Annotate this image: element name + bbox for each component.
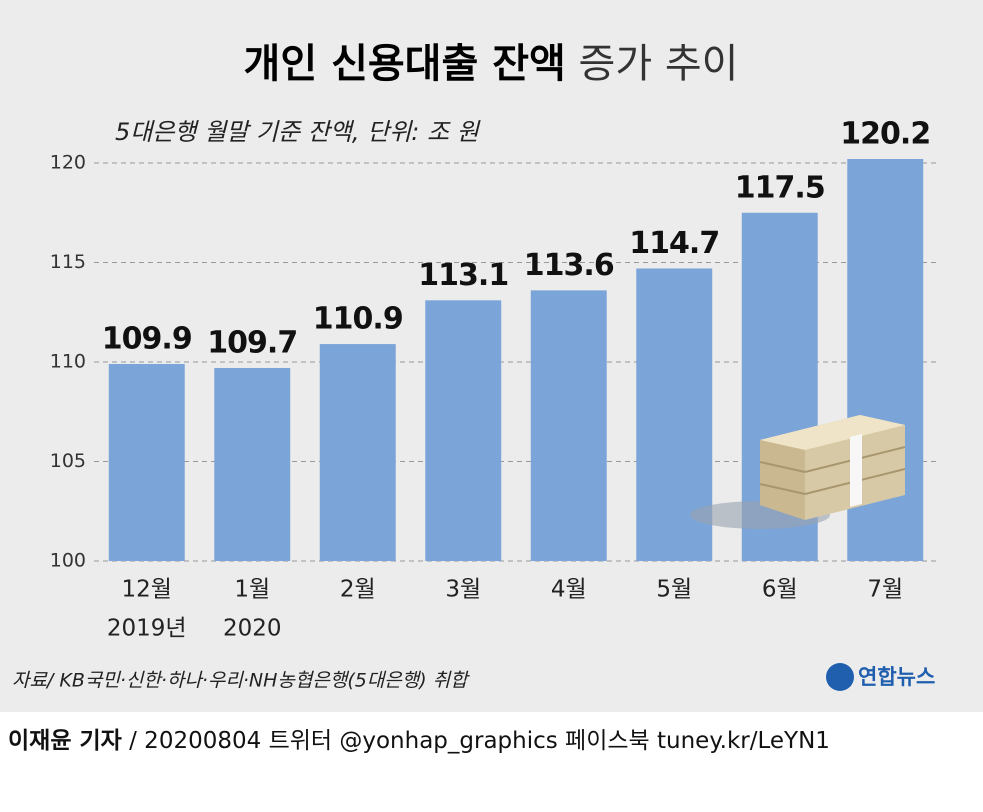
y-tick-label: 110 — [50, 351, 86, 373]
x-tick-label: 6월 — [762, 577, 798, 603]
value-label: 113.6 — [524, 248, 614, 283]
y-tick-label: 120 — [50, 152, 86, 174]
title-suffix: 증가 추이 — [579, 41, 739, 87]
x-tick-label: 3월 — [445, 577, 481, 603]
x-tick-sublabel: 2020 — [223, 616, 282, 642]
value-label: 114.7 — [629, 226, 719, 261]
money-illustration — [690, 415, 906, 529]
y-tick-label: 115 — [50, 251, 86, 273]
plot: 100 105 110 115 120 109.9 12월 2019년 109.7 1월 2020 1… — [50, 117, 938, 642]
value-label: 109.7 — [207, 325, 297, 360]
bar — [425, 300, 502, 561]
x-tick-label: 5월 — [656, 577, 692, 603]
x-tick-label: 1월 — [234, 577, 270, 603]
y-tick-label: 100 — [50, 550, 86, 572]
x-tick-label: 2월 — [340, 577, 376, 603]
bar — [214, 367, 291, 561]
value-label: 109.9 — [102, 321, 192, 356]
bar — [530, 290, 607, 561]
value-label: 117.5 — [735, 170, 825, 205]
logo-icon — [826, 663, 854, 691]
x-tick-label: 4월 — [551, 577, 587, 603]
y-tick-label: 105 — [50, 450, 86, 472]
logo: 연합뉴스 — [858, 665, 935, 689]
footer-author: 이재윤 기자 — [8, 728, 122, 754]
title-main: 개인 신용대출 잔액 — [244, 41, 566, 87]
subtitle: 5대은행 월말 기준 잔액, 단위: 조 원 — [115, 118, 481, 146]
bar — [108, 363, 185, 561]
value-label: 113.1 — [418, 258, 508, 293]
value-label: 120.2 — [840, 117, 930, 152]
x-tick-sublabel: 2019년 — [107, 616, 187, 642]
x-tick-label: 7월 — [867, 577, 903, 603]
footer-info: / 20200804 트위터 @yonhap_graphics 페이스북 tun… — [129, 728, 830, 754]
source: 자료/ KB국민·신한·하나·우리·NH농협은행(5대은행) 취합 — [12, 670, 470, 692]
x-tick-label: 12월 — [122, 577, 172, 603]
chart-title: 개인 신용대출 잔액 증가 추이 — [244, 41, 739, 87]
bar — [319, 344, 396, 561]
value-label: 110.9 — [313, 302, 403, 337]
footer: 이재윤 기자 / 20200804 트위터 @yonhap_graphics 페… — [8, 728, 830, 754]
